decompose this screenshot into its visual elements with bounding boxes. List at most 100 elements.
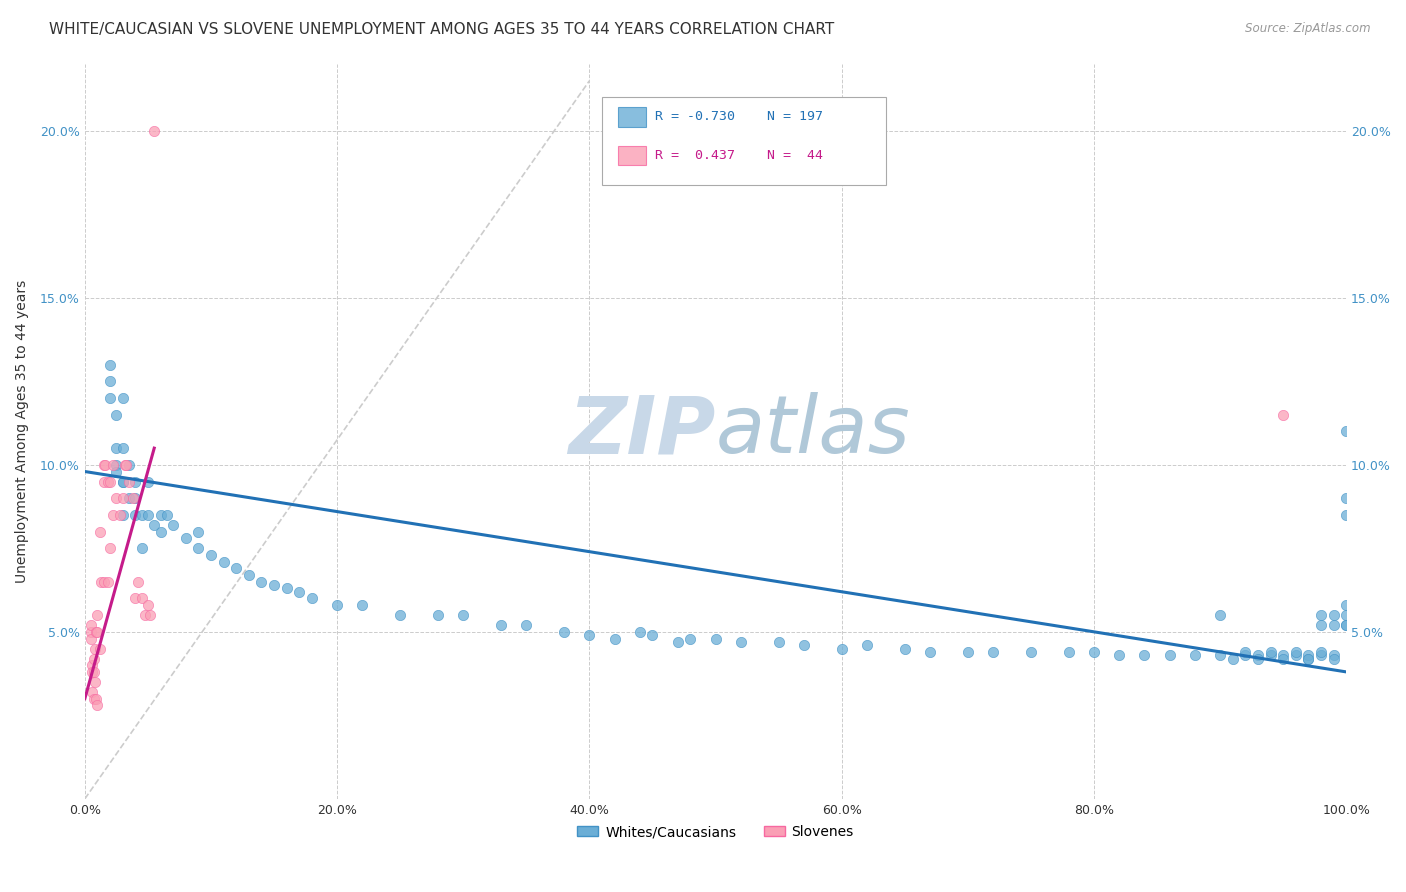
Point [1336, 618, 1358, 632]
Point [80, 624, 103, 639]
Point [1272, 408, 1295, 422]
Y-axis label: Unemployment Among Ages 35 to 44 years: Unemployment Among Ages 35 to 44 years [15, 280, 30, 583]
Point [96, 574, 118, 589]
Point [111, 475, 134, 489]
Point [768, 635, 790, 649]
Point [578, 628, 600, 642]
Point [451, 608, 474, 623]
Point [238, 568, 260, 582]
Point [136, 508, 159, 522]
Point [981, 645, 1004, 659]
Point [1310, 608, 1333, 623]
Point [98, 375, 121, 389]
Point [679, 632, 702, 646]
Point [1310, 645, 1333, 659]
Point [118, 491, 141, 506]
Point [225, 561, 247, 575]
Point [101, 458, 124, 472]
Point [86, 698, 108, 713]
Point [1159, 648, 1181, 663]
Text: ZIP: ZIP [568, 392, 716, 470]
Point [1323, 608, 1346, 623]
Point [187, 541, 209, 556]
Point [352, 598, 374, 612]
Point [90, 574, 112, 589]
Text: R = -0.730    N = 197: R = -0.730 N = 197 [655, 111, 823, 123]
Point [1234, 645, 1257, 659]
Point [174, 531, 197, 545]
Point [136, 598, 159, 612]
Point [98, 475, 121, 489]
Point [1310, 648, 1333, 663]
Point [84, 624, 107, 639]
Point [187, 524, 209, 539]
Point [131, 541, 153, 556]
FancyBboxPatch shape [602, 97, 886, 186]
Point [1057, 645, 1080, 659]
Point [250, 574, 273, 589]
Point [1209, 648, 1232, 663]
Legend: Whites/Caucasians, Slovenes: Whites/Caucasians, Slovenes [572, 820, 859, 845]
Point [149, 524, 172, 539]
Point [82, 665, 104, 679]
Point [108, 508, 131, 522]
Point [105, 441, 128, 455]
Point [628, 624, 651, 639]
Point [162, 518, 184, 533]
Point [389, 608, 412, 623]
Point [1336, 608, 1358, 623]
Point [515, 618, 537, 632]
Point [105, 491, 128, 506]
Point [105, 465, 128, 479]
Point [704, 632, 727, 646]
Point [149, 508, 172, 522]
Point [212, 555, 235, 569]
Point [1133, 648, 1156, 663]
Point [98, 391, 121, 405]
Point [131, 591, 153, 606]
Point [139, 608, 162, 623]
Point [101, 508, 124, 522]
Point [143, 518, 166, 533]
Point [131, 508, 153, 522]
Point [86, 608, 108, 623]
Point [124, 475, 146, 489]
Point [1108, 648, 1130, 663]
Point [94, 458, 117, 472]
Point [326, 598, 349, 612]
Point [1285, 648, 1308, 663]
Point [111, 391, 134, 405]
Point [124, 491, 146, 506]
Point [105, 408, 128, 422]
Point [134, 608, 156, 623]
Point [1323, 618, 1346, 632]
Point [118, 458, 141, 472]
Point [93, 458, 115, 472]
Point [1336, 491, 1358, 506]
Point [83, 665, 105, 679]
Point [276, 582, 298, 596]
Bar [619, 145, 647, 165]
Point [89, 524, 111, 539]
Point [98, 358, 121, 372]
Point [1083, 645, 1105, 659]
Point [80, 618, 103, 632]
Text: atlas: atlas [716, 392, 910, 470]
Point [82, 658, 104, 673]
Point [124, 508, 146, 522]
Point [1310, 618, 1333, 632]
Point [288, 584, 311, 599]
Point [1222, 651, 1244, 665]
Text: R =  0.437    N =  44: R = 0.437 N = 44 [655, 149, 823, 161]
Point [80, 632, 103, 646]
Text: WHITE/CAUCASIAN VS SLOVENE UNEMPLOYMENT AMONG AGES 35 TO 44 YEARS CORRELATION CH: WHITE/CAUCASIAN VS SLOVENE UNEMPLOYMENT … [49, 22, 834, 37]
Point [1336, 618, 1358, 632]
Point [111, 441, 134, 455]
Point [1336, 508, 1358, 522]
Point [82, 685, 104, 699]
Point [489, 618, 512, 632]
Point [111, 491, 134, 506]
Point [1285, 645, 1308, 659]
Point [1336, 425, 1358, 439]
Point [115, 458, 138, 472]
